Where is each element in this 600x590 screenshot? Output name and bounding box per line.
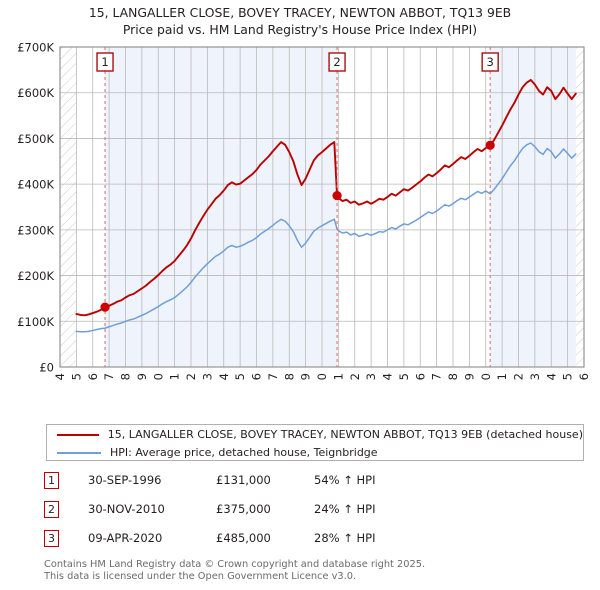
legend-item-hpi: HPI: Average price, detached house, Teig… bbox=[47, 444, 583, 461]
x-axis-label-1998: 1998 bbox=[119, 373, 133, 380]
x-axis-label-1997: 1997 bbox=[102, 373, 116, 380]
transaction-delta-3: 28% ↑ HPI bbox=[314, 531, 376, 545]
x-axis-label-1995: 1995 bbox=[69, 373, 83, 380]
x-axis-label-2014: 2014 bbox=[381, 373, 395, 380]
marker-badge-label-2: 2 bbox=[333, 55, 340, 69]
y-axis-label-3: £300K bbox=[17, 223, 54, 237]
x-axis-label-2013: 2013 bbox=[364, 373, 378, 380]
series-line-hpi bbox=[75, 142, 577, 333]
y-axis-label-2: £200K bbox=[17, 269, 54, 283]
attribution-footer: Contains HM Land Registry data © Crown c… bbox=[44, 559, 584, 582]
x-axis-label-2017: 2017 bbox=[430, 373, 444, 380]
x-axis-label-1999: 1999 bbox=[135, 373, 149, 380]
marker-badge-box-3[interactable] bbox=[481, 52, 499, 72]
x-axis-label-2018: 2018 bbox=[446, 373, 460, 380]
table-row: 1 30-SEP-1996 £131,000 54% ↑ HPI bbox=[44, 470, 464, 499]
transaction-date-3: 09-APR-2020 bbox=[88, 531, 163, 545]
table-row: 2 30-NOV-2010 £375,000 24% ↑ HPI bbox=[44, 499, 464, 528]
transaction-delta-1: 54% ↑ HPI bbox=[314, 473, 376, 487]
x-axis-label-2002: 2002 bbox=[184, 373, 198, 380]
footer-line-2: This data is licensed under the Open Gov… bbox=[44, 570, 357, 582]
x-axis-label-2004: 2004 bbox=[217, 373, 231, 380]
marker-badge-label-3: 3 bbox=[487, 55, 494, 69]
x-axis-label-2025: 2025 bbox=[561, 373, 575, 380]
x-axis-label-2020: 2020 bbox=[479, 373, 493, 380]
x-axis-label-2012: 2012 bbox=[348, 373, 362, 380]
no-data-region-left bbox=[60, 47, 77, 367]
ownership-span-2 bbox=[490, 47, 576, 367]
marker-badge-label-1: 1 bbox=[101, 55, 108, 69]
marker-badge-box-1[interactable] bbox=[96, 52, 114, 72]
transaction-price-3: £485,000 bbox=[216, 531, 271, 545]
chart-canvas: £0 £100K £200K £300K £400K £500K £600K £700K 199… bbox=[17, 41, 591, 381]
x-axis-label-2023: 2023 bbox=[528, 373, 542, 380]
x-axis-label-1996: 1996 bbox=[86, 373, 100, 380]
x-axis-label-2021: 2021 bbox=[495, 373, 509, 380]
y-axis-label-1: £100K bbox=[17, 315, 54, 329]
x-axis-label-2007: 2007 bbox=[266, 373, 280, 380]
x-axis-label-2006: 2006 bbox=[250, 373, 264, 380]
chart-legend: 15, LANGALLER CLOSE, BOVEY TRACEY, NEWTO… bbox=[46, 424, 584, 461]
legend-swatch-hpi bbox=[57, 451, 101, 454]
x-axis-label-2005: 2005 bbox=[233, 373, 247, 380]
x-axis-label-2024: 2024 bbox=[544, 373, 558, 380]
x-axis-label-2026: 2026 bbox=[577, 373, 591, 380]
y-axis-label-7: £700K bbox=[17, 41, 54, 55]
x-axis-label-2011: 2011 bbox=[331, 373, 345, 380]
x-axis-label-2008: 2008 bbox=[282, 373, 296, 380]
transaction-date-1: 30-SEP-1996 bbox=[88, 473, 162, 487]
title-line-1: 15, LANGALLER CLOSE, BOVEY TRACEY, NEWTO… bbox=[88, 5, 512, 20]
x-axis-label-2000: 2000 bbox=[151, 373, 165, 380]
x-axis-label-2015: 2015 bbox=[397, 373, 411, 380]
transaction-badge-3: 3 bbox=[44, 530, 59, 547]
footer-line-1: Contains HM Land Registry data © Crown c… bbox=[44, 559, 426, 570]
marker-badge-box-2[interactable] bbox=[328, 52, 346, 72]
table-row: 3 09-APR-2020 £485,000 28% ↑ HPI bbox=[44, 528, 464, 557]
price-chart: £0 £100K £200K £300K £400K £500K £600K £700K 199… bbox=[0, 40, 600, 381]
transactions-table: 1 30-SEP-1996 £131,000 54% ↑ HPI 2 30-NO… bbox=[44, 470, 464, 557]
ownership-span-1 bbox=[105, 47, 338, 367]
x-axis-label-2010: 2010 bbox=[315, 373, 329, 380]
title-line-2: Price paid vs. HM Land Registry's House … bbox=[122, 22, 478, 37]
legend-swatch-property bbox=[57, 433, 99, 436]
x-axis-label-2009: 2009 bbox=[299, 373, 313, 380]
x-axis-label-2001: 2001 bbox=[168, 373, 182, 380]
legend-label-hpi: HPI: Average price, detached house, Teig… bbox=[110, 446, 378, 459]
no-data-region-right bbox=[575, 47, 584, 367]
transaction-price-2: £375,000 bbox=[216, 502, 271, 516]
y-axis-label-6: £600K bbox=[17, 86, 54, 100]
x-axis-label-2016: 2016 bbox=[413, 373, 427, 380]
x-axis-label-2022: 2022 bbox=[512, 373, 526, 380]
page-title: 15, LANGALLER CLOSE, BOVEY TRACEY, NEWTO… bbox=[0, 4, 600, 38]
transaction-badge-2: 2 bbox=[44, 501, 59, 518]
transaction-date-2: 30-NOV-2010 bbox=[88, 502, 165, 516]
plot-border bbox=[59, 46, 585, 368]
marker-dot-1[interactable] bbox=[100, 302, 110, 312]
legend-item-property: 15, LANGALLER CLOSE, BOVEY TRACEY, NEWTO… bbox=[47, 426, 583, 443]
transaction-delta-2: 24% ↑ HPI bbox=[314, 502, 376, 516]
x-axis-label-2019: 2019 bbox=[462, 373, 476, 380]
transaction-badge-1: 1 bbox=[44, 472, 59, 489]
legend-label-property: 15, LANGALLER CLOSE, BOVEY TRACEY, NEWTO… bbox=[107, 428, 583, 441]
y-axis-label-5: £500K bbox=[17, 132, 54, 146]
x-axis-label-2003: 2003 bbox=[200, 373, 214, 380]
transaction-price-1: £131,000 bbox=[216, 473, 271, 487]
x-axis-label-1994: 1994 bbox=[53, 373, 67, 380]
y-axis-label-0: £0 bbox=[39, 361, 54, 375]
y-axis-label-4: £400K bbox=[17, 178, 54, 192]
marker-dot-3[interactable] bbox=[485, 140, 495, 150]
marker-dot-2[interactable] bbox=[332, 190, 342, 201]
